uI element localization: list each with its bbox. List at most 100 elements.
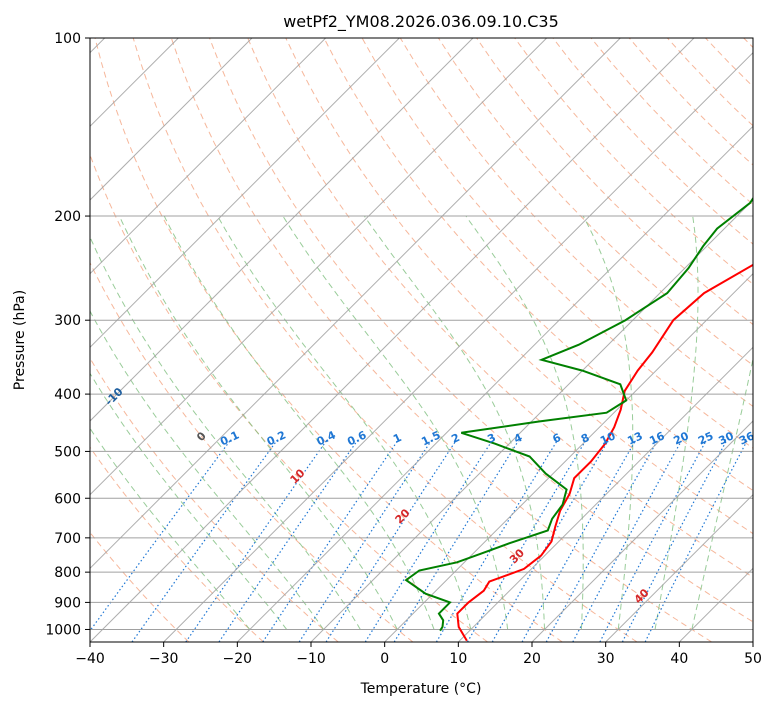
dry-adiabat-line [667,38,753,127]
mixing-ratio-line [521,440,636,642]
y-tick-label: 300 [54,313,81,329]
y-tick-label: 800 [54,565,81,581]
mixing-ratio-label: 0.1 [218,428,241,448]
moist-adiabat-line [582,215,634,630]
isotherm-line [90,38,327,275]
dry-adiabat-line [94,38,563,642]
x-tick-label: 50 [744,651,762,667]
x-tick-label: −40 [75,651,105,667]
mixing-ratio-line [218,440,358,642]
dry-adiabat-line [90,357,339,642]
dry-adiabat-line [743,38,753,49]
mixing-ratio-line [491,440,609,642]
mixing-ratio-label: 1.5 [419,428,442,448]
dry-adiabat-line [590,38,753,206]
isotherm-line [90,38,695,642]
dry-adiabat-line [209,38,753,623]
isotherm-line [457,346,753,642]
mixing-ratio-line [599,440,707,642]
mixing-ratio-line [185,440,327,642]
mixing-ratio-label: 8 [579,431,591,446]
isotherm-line [605,493,753,642]
dewpoint-profile-line [404,196,753,632]
x-tick-label: −10 [296,651,326,667]
isotherm-line [90,38,253,201]
x-tick-label: 30 [597,651,615,667]
mixing-ratio-line [644,440,748,642]
mixing-ratio-label: 0.2 [265,428,288,448]
moist-adiabat-line [654,215,699,630]
mixing-ratio-label: 0.6 [345,428,368,448]
dry-adiabat-line [476,38,753,326]
dry-adiabat-line [90,531,190,642]
isotherm-line [90,38,548,496]
dry-adiabat-line [90,153,488,642]
moist-adiabat-line [90,310,324,630]
isotherm-line [90,38,400,349]
dry-adiabat-label: 40 [632,586,652,606]
moist-adiabat-line [90,427,251,630]
mixing-ratio-line [545,440,658,642]
mixing-ratio-line [393,440,519,642]
mixing-ratio-label: 20 [672,429,692,447]
dry-adiabat-line [170,38,712,642]
mixing-ratio-line [298,440,432,642]
mixing-ratio-line [262,440,399,642]
mixing-ratio-label: 0.4 [315,428,338,448]
mixing-ratio-line [364,440,493,642]
mixing-ratio-line [435,440,558,642]
x-tick-label: 40 [670,651,688,667]
dry-adiabat-line [247,38,753,578]
isotherm-line [531,420,753,642]
moist-adiabat-line [90,235,361,630]
y-tick-label: 900 [54,595,81,611]
mixing-ratio-label: 10 [598,429,618,447]
moist-adiabat-line [282,215,509,630]
isotherm-line [236,125,753,642]
mixing-ratio-line [90,440,231,632]
x-tick-label: 20 [523,651,541,667]
x-tick-label: 10 [449,651,467,667]
x-tick-label: −20 [223,651,253,667]
y-tick-label: 700 [54,531,81,547]
isoline-label-layer: -100-90-80-70-60-50-40-30-20-10010203040… [102,385,757,606]
axis-layer: −40 −30 −20 −10 0 10 20 30 40 5010020030040050060… [45,31,762,667]
x-tick-label: −30 [149,651,179,667]
grid-layer [90,38,753,642]
mixing-ratio-label: 6 [551,431,564,446]
mixing-ratio-label: 13 [625,429,644,447]
dry-adiabat-line [705,38,753,88]
mixing-ratio-label: 4 [512,431,525,446]
mixing-ratio-label: 16 [647,429,667,447]
isotherm-line [384,272,753,642]
dry-adiabat-line [132,38,638,642]
x-axis-title: Temperature (°C) [360,681,482,697]
mixing-ratio-line [621,440,727,642]
mixing-ratio-label: 25 [696,429,715,447]
y-tick-label: 400 [54,387,81,403]
y-tick-label: 200 [54,209,81,225]
mixing-ratio-line [325,440,457,642]
profile-layer [404,196,753,642]
y-tick-label: 100 [54,31,81,47]
y-tick-label: 1000 [45,622,81,638]
isotherm-line [90,38,621,570]
mixing-ratio-line [466,440,587,642]
mixing-ratio-label: 1 [391,431,403,446]
moist-adiabat-line [118,215,398,630]
isotherm-line [752,641,753,642]
mixing-ratio-label: 2 [449,431,461,446]
dry-adiabat-line [323,38,753,492]
isotherm-line [163,51,753,642]
mixing-ratio-label: 36 [737,429,757,447]
x-tick-label: 0 [380,651,389,667]
isotherm-line [90,38,474,422]
plot-frame [89,37,754,643]
y-tick-label: 600 [54,491,81,507]
dry-adiabat-label: 30 [507,546,527,566]
isotherm-line [678,567,753,642]
isotherm-line [310,199,753,642]
y-axis-title: Pressure (hPa) [12,290,28,390]
temperature-profile-line [456,263,753,642]
mixing-ratio-label: 30 [717,429,737,447]
